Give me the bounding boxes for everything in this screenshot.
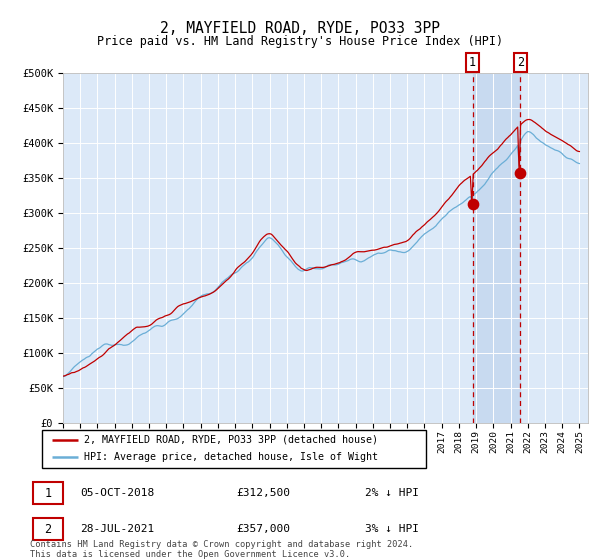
Point xyxy=(468,199,478,208)
Text: 28-JUL-2021: 28-JUL-2021 xyxy=(80,524,154,534)
FancyBboxPatch shape xyxy=(33,482,64,505)
Text: 2, MAYFIELD ROAD, RYDE, PO33 3PP (detached house): 2, MAYFIELD ROAD, RYDE, PO33 3PP (detach… xyxy=(84,435,378,445)
Text: 3% ↓ HPI: 3% ↓ HPI xyxy=(365,524,419,534)
FancyBboxPatch shape xyxy=(33,518,64,540)
FancyBboxPatch shape xyxy=(42,430,426,468)
Text: 2: 2 xyxy=(517,57,524,69)
Text: £312,500: £312,500 xyxy=(236,488,290,498)
Text: 1: 1 xyxy=(469,57,476,69)
Text: Price paid vs. HM Land Registry's House Price Index (HPI): Price paid vs. HM Land Registry's House … xyxy=(97,35,503,48)
Text: 2% ↓ HPI: 2% ↓ HPI xyxy=(365,488,419,498)
Text: Contains HM Land Registry data © Crown copyright and database right 2024.
This d: Contains HM Land Registry data © Crown c… xyxy=(30,540,413,559)
Text: 05-OCT-2018: 05-OCT-2018 xyxy=(80,488,154,498)
Text: 2, MAYFIELD ROAD, RYDE, PO33 3PP: 2, MAYFIELD ROAD, RYDE, PO33 3PP xyxy=(160,21,440,36)
Text: 2: 2 xyxy=(44,522,52,535)
Point xyxy=(515,169,525,178)
Text: HPI: Average price, detached house, Isle of Wight: HPI: Average price, detached house, Isle… xyxy=(84,452,378,463)
Text: £357,000: £357,000 xyxy=(236,524,290,534)
Text: 1: 1 xyxy=(44,487,52,500)
Bar xyxy=(473,73,520,423)
